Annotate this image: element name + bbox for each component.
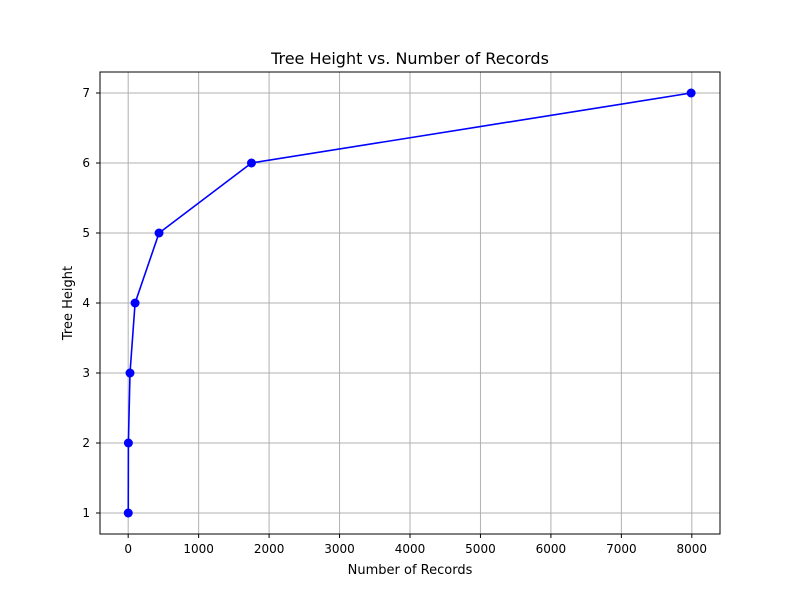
y-tick-label: 3 — [82, 366, 90, 380]
x-tick-label: 1000 — [183, 542, 214, 556]
y-tick-label: 1 — [82, 506, 90, 520]
tick-layer: 0 1000 2000 3000 4000 5000 6000 7000 8000 1 2 3 4 5 6 7 — [82, 86, 707, 556]
data-point — [246, 158, 256, 168]
x-tick-label: 2000 — [254, 542, 285, 556]
series-layer — [123, 88, 696, 518]
y-tick-label: 4 — [82, 296, 90, 310]
y-axis-label: Tree Height — [61, 266, 76, 341]
chart-title: Tree Height vs. Number of Records — [270, 49, 549, 68]
x-tick-label: 3000 — [324, 542, 355, 556]
x-tick-label: 0 — [124, 542, 132, 556]
x-tick-label: 8000 — [677, 542, 708, 556]
x-tick-label: 6000 — [536, 542, 567, 556]
data-point — [130, 298, 140, 308]
y-tick-label: 5 — [82, 226, 90, 240]
x-tick-label: 7000 — [606, 542, 637, 556]
y-tick-label: 7 — [82, 86, 90, 100]
x-tick-label: 5000 — [465, 542, 496, 556]
y-tick-label: 2 — [82, 436, 90, 450]
x-axis-label: Number of Records — [348, 563, 473, 578]
y-tick-label: 6 — [82, 156, 90, 170]
x-tick-label: 4000 — [395, 542, 426, 556]
data-point — [123, 508, 133, 518]
data-point — [125, 368, 135, 378]
grid-lines — [100, 72, 720, 534]
data-point — [686, 88, 696, 98]
data-point — [123, 438, 133, 448]
data-point — [154, 228, 164, 238]
